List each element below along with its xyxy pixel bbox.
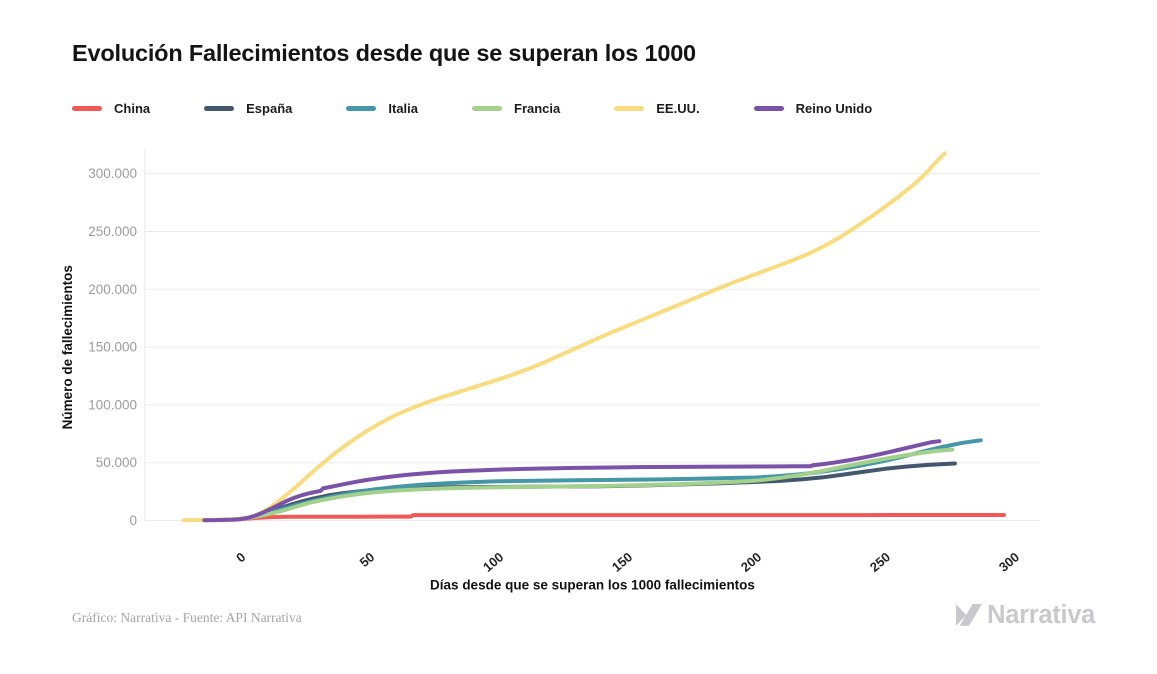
legend-swatch-icon <box>346 106 377 111</box>
x-tick-label: 300 <box>996 549 1022 574</box>
y-tick-label: 300.000 <box>88 166 137 181</box>
y-tick-label: 150.000 <box>88 340 137 355</box>
legend-item-ee-uu[interactable]: EE.UU. <box>614 101 700 116</box>
x-tick-label: 0 <box>233 549 248 565</box>
page-title: Evolución Fallecimientos desde que se su… <box>72 40 696 66</box>
narrativa-logo: Narrativa <box>955 601 1095 630</box>
y-tick-label: 100.000 <box>88 397 137 412</box>
legend-swatch-icon <box>614 106 645 111</box>
y-tick-label: 0 <box>129 513 137 528</box>
legend-label: China <box>114 101 151 116</box>
legend-swatch-icon <box>72 106 102 111</box>
x-tick-label: 100 <box>480 549 506 574</box>
x-tick-label: 50 <box>357 549 378 570</box>
legend-item-italia[interactable]: Italia <box>346 101 418 116</box>
legend-item-francia[interactable]: Francia <box>472 101 560 116</box>
y-axis-title: Número de fallecimientos <box>60 265 75 429</box>
narrativa-logo-icon <box>956 603 983 626</box>
legend-label: Francia <box>514 101 561 116</box>
narrativa-logo-text: Narrativa <box>987 601 1095 629</box>
series-line-espa-a <box>233 461 957 522</box>
series-line-china <box>238 513 1006 522</box>
y-tick-label: 250.000 <box>88 224 137 239</box>
chart-credit: Gráfico: Narrativa - Fuente: API Narrati… <box>72 610 302 625</box>
x-tick-label: 250 <box>867 549 893 574</box>
legend-item-reino-unido[interactable]: Reino Unido <box>753 101 873 116</box>
legend-item-china[interactable]: China <box>72 101 150 116</box>
legend-label: Italia <box>388 101 418 116</box>
legend-label: Reino Unido <box>795 101 873 116</box>
legend-swatch-icon <box>472 106 502 111</box>
x-tick-label: 200 <box>738 549 764 574</box>
y-tick-label: 200.000 <box>88 282 137 297</box>
series-line-reino-unido <box>202 439 942 523</box>
y-tick-label: 50.000 <box>96 455 137 470</box>
legend-swatch-icon <box>204 106 235 111</box>
series-line-francia <box>230 447 955 522</box>
legend-swatch-icon <box>753 106 784 111</box>
legend-label: EE.UU. <box>656 101 700 116</box>
x-tick-label: 150 <box>609 549 635 574</box>
legend: China España Italia Francia EE.UU. Reino Unid… <box>72 101 872 116</box>
series-line-ee-uu <box>181 151 947 523</box>
legend-item-espa-a[interactable]: España <box>204 101 292 116</box>
legend-label: España <box>246 101 293 116</box>
x-axis-title: Días desde que se superan los 1000 falle… <box>430 578 755 593</box>
